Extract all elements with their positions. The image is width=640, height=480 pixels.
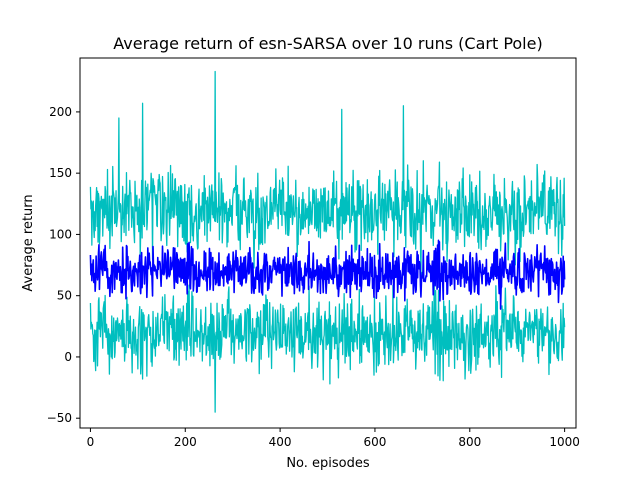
y-axis: −50 0 50 100 150 200 <box>47 105 80 425</box>
y-tick-label: 100 <box>49 227 72 241</box>
plot-frame <box>79 57 577 429</box>
y-tick-label: 150 <box>49 166 72 180</box>
y-tick-label: 200 <box>49 105 72 119</box>
chart-title: Average return of esn-SARSA over 10 runs… <box>113 34 542 53</box>
y-tick-label: 0 <box>64 350 72 364</box>
series-line-upper-band <box>89 70 566 276</box>
x-tick-label: 200 <box>174 435 197 449</box>
x-tick-label: 800 <box>458 435 481 449</box>
x-tick-label: 0 <box>87 435 95 449</box>
y-tick-label: 50 <box>57 289 72 303</box>
x-axis: 0 200 400 600 800 1000 <box>87 428 580 449</box>
series-line-lower-band <box>89 284 566 413</box>
series-line-mean <box>89 239 566 310</box>
x-tick-label: 600 <box>363 435 386 449</box>
x-tick-label: 1000 <box>549 435 580 449</box>
plot-content <box>89 70 566 413</box>
x-axis-label: No. episodes <box>286 456 370 471</box>
y-axis-label: Average return <box>21 194 36 291</box>
y-tick-label: −50 <box>47 411 72 425</box>
x-tick-label: 400 <box>269 435 292 449</box>
